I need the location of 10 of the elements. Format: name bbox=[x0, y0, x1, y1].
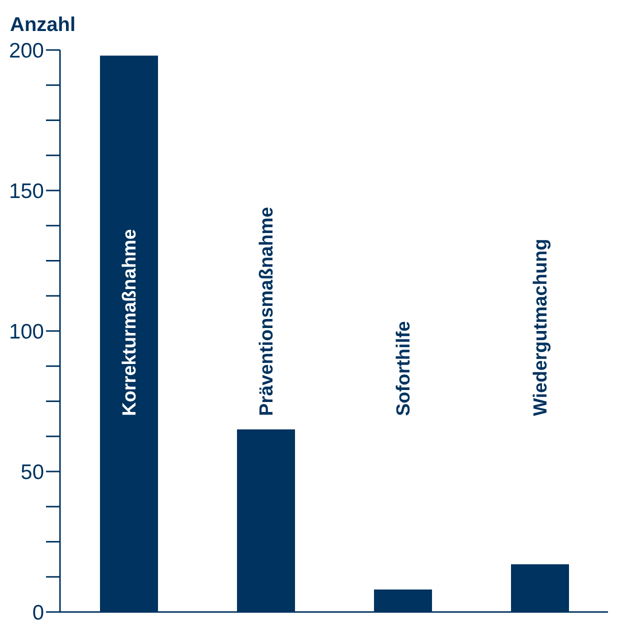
y-axis-title: Anzahl bbox=[9, 13, 77, 38]
y-tick-label: 200 bbox=[8, 39, 44, 62]
y-tick-label: 0 bbox=[32, 601, 44, 624]
x-tick-label: Korrekturmaßnahme bbox=[120, 229, 141, 416]
y-tick-label: 50 bbox=[20, 460, 44, 484]
x-tick-label: Soforthilfe bbox=[394, 321, 415, 416]
y-tick-label: 150 bbox=[8, 180, 44, 203]
x-tick-label: Wiedergutmachung bbox=[530, 238, 552, 416]
x-tick-label: Präventionsmaßnahme bbox=[256, 206, 278, 416]
y-tick-label: 100 bbox=[8, 320, 44, 344]
